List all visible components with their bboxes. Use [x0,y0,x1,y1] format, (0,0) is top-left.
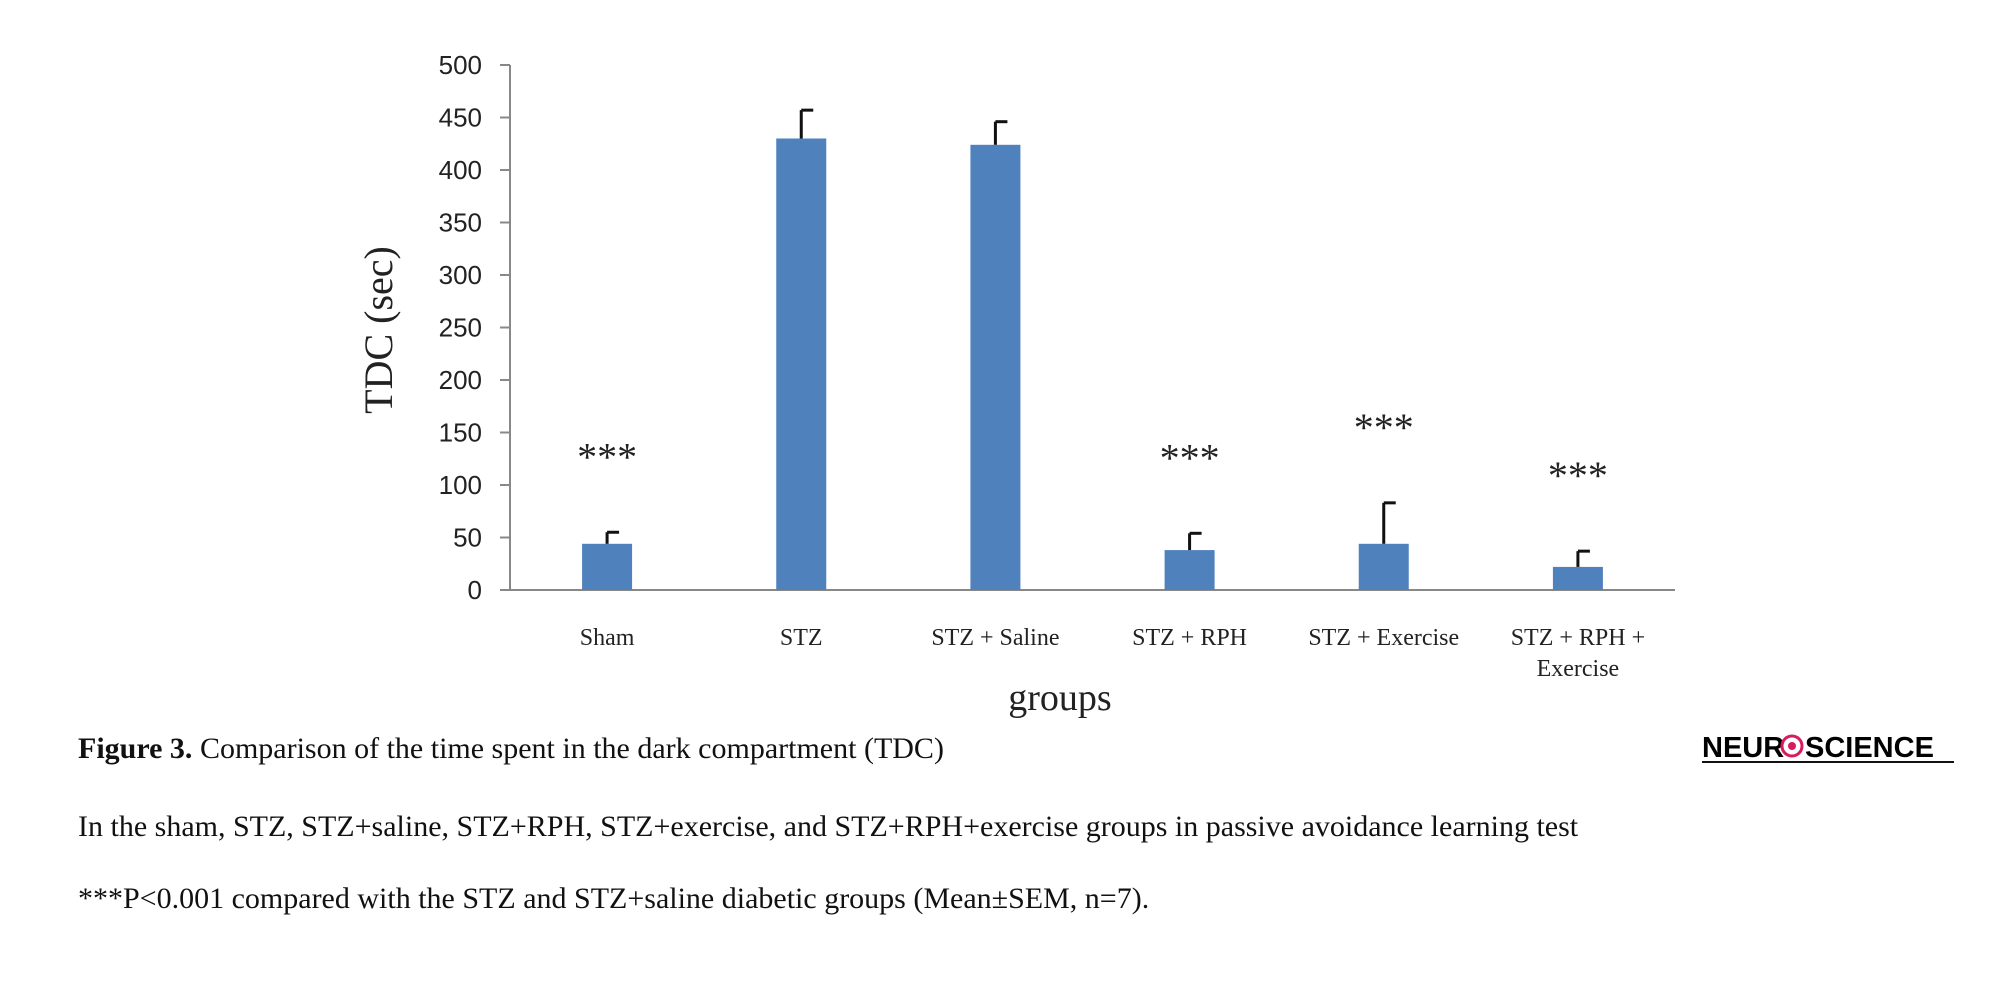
figure-label: Figure 3. [78,732,193,765]
x-category-label-line: STZ + RPH [1132,625,1247,651]
axes [509,65,1675,591]
y-tick-label: 100 [439,470,482,500]
y-tick-label: 400 [439,155,482,185]
x-category-label-line: Exercise [1537,656,1620,682]
y-tick-label: 250 [439,313,482,343]
significance-marker: *** [1548,453,1608,498]
neuroscience-logo: NEUR SCIENCE [1702,732,1954,764]
x-category-label: STZ + RPH + Exercise [1511,625,1645,682]
x-category-label: STZ + RPH [1132,625,1247,651]
y-axis-title: TDC (sec) [356,246,401,414]
bar [970,144,1021,591]
figure-caption-title: Figure 3. Comparison of the time spent i… [78,732,944,766]
x-axis-title: groups [1008,677,1111,719]
x-category-label-line: Sham [580,625,635,651]
y-tick-label: 150 [439,418,482,448]
bar [1358,543,1409,590]
x-category-label: STZ [780,625,823,651]
bar [1552,566,1603,590]
bar [582,543,633,590]
bar [1164,550,1215,590]
logo-o-icon [1780,734,1804,758]
x-category-label: STZ + Saline [931,625,1059,651]
significance-marker: *** [1160,435,1220,480]
y-tick-label: 50 [453,523,482,553]
y-tick-label: 500 [439,50,482,80]
error-bars [605,108,1590,567]
y-tick-label: 450 [439,103,482,133]
logo-text-right: SCIENCE [1805,732,1934,764]
y-ticks: 0 50 100 150 200 250 300 350 400 450 500 [439,50,510,605]
significance-marker: *** [577,434,637,479]
significance-marker: *** [1354,405,1414,450]
x-category-label: STZ + Exercise [1308,625,1459,651]
figure-title: Comparison of the time spent in the dark… [199,732,944,765]
bar [776,138,827,590]
significance-markers: *** *** *** *** [577,405,1608,498]
bars [582,138,1603,591]
y-tick-label: 300 [439,260,482,290]
x-category-label-line: STZ [780,625,823,651]
x-category-label-line: STZ + Exercise [1308,625,1459,651]
figure-caption-line-3: ***P<0.001 compared with the STZ and STZ… [78,882,1150,915]
logo-text-left: NEUR [1702,732,1784,764]
x-category-label-line: STZ + Saline [931,625,1059,651]
figure-caption-line-2: In the sham, STZ, STZ+saline, STZ+RPH, S… [78,810,1579,843]
y-tick-label: 200 [439,365,482,395]
x-category-label: Sham [580,625,635,651]
x-category-labels: Sham STZ STZ + Saline STZ + RPH STZ + Exerci… [580,625,1645,682]
y-tick-label: 350 [439,208,482,238]
x-category-label-line: STZ + RPH + [1511,625,1645,651]
y-tick-label: 0 [468,575,482,605]
